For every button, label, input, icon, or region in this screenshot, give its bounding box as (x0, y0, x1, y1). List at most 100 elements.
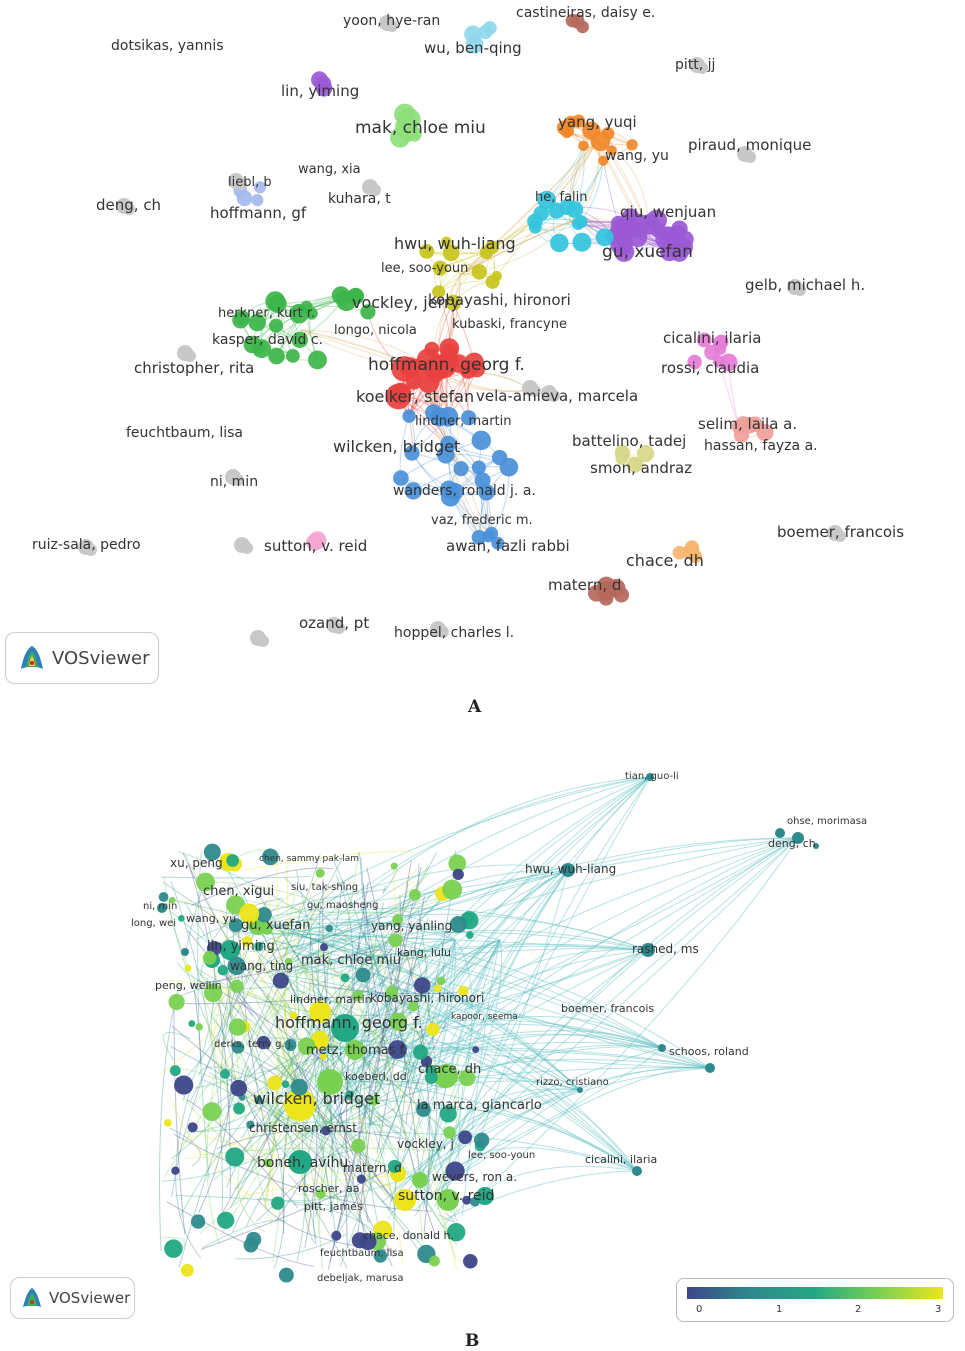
author-node[interactable] (285, 348, 300, 363)
author-label-hwu-wuh-liang[interactable]: hwu, wuh-liang (394, 234, 516, 253)
author-node[interactable] (406, 126, 422, 142)
author-node[interactable] (394, 1189, 416, 1211)
author-node[interactable] (217, 964, 229, 976)
author-node[interactable] (335, 291, 350, 306)
author-node[interactable] (564, 115, 578, 130)
author-label-peng-weilin[interactable]: peng, weilin (155, 979, 222, 992)
author-node[interactable] (168, 993, 185, 1011)
author-node[interactable] (412, 1172, 428, 1188)
author-node[interactable] (474, 1132, 490, 1148)
author-label-tian-guo-li[interactable]: tian, guo-li (625, 771, 679, 782)
author-node[interactable] (438, 406, 459, 427)
author-label-hoffmann-georg-f[interactable]: hoffmann, georg f. (368, 355, 525, 375)
author-node[interactable] (572, 232, 592, 252)
author-node[interactable] (646, 773, 654, 781)
author-node[interactable] (425, 1064, 437, 1076)
author-label-awan-fazli-rabbi[interactable]: awan, fazli rabbi (446, 537, 570, 555)
author-node[interactable] (256, 1035, 271, 1050)
author-node[interactable] (606, 145, 617, 156)
author-node[interactable] (360, 304, 376, 320)
author-label-ni-min[interactable]: ni, min (210, 474, 259, 490)
author-node[interactable] (356, 1174, 366, 1184)
author-label-kubaski-francyne[interactable]: kubaski, francyne (452, 317, 567, 332)
author-node[interactable] (443, 1126, 456, 1139)
author-node[interactable] (461, 410, 477, 426)
author-node[interactable] (613, 587, 630, 603)
author-node[interactable] (217, 1211, 235, 1229)
author-node[interactable] (289, 1011, 298, 1020)
author-node[interactable] (180, 1263, 194, 1277)
author-label-cicalini-ilaria[interactable]: cicalini, ilaria (585, 1153, 658, 1166)
author-label-hassan-fayza-a[interactable]: hassan, fayza a. (704, 438, 818, 454)
author-node[interactable] (746, 416, 763, 433)
author-node[interactable] (636, 444, 655, 463)
author-node[interactable] (226, 854, 239, 867)
author-label-koeberl-dd[interactable]: koeberl, dd (345, 1070, 407, 1083)
author-node[interactable] (392, 914, 404, 926)
author-node[interactable] (402, 409, 416, 423)
author-label-rashed-ms[interactable]: rashed, ms (632, 942, 699, 956)
author-node[interactable] (462, 1195, 472, 1205)
author-node[interactable] (239, 903, 260, 924)
author-node[interactable] (248, 313, 266, 332)
author-node[interactable] (256, 906, 272, 923)
author-node[interactable] (331, 1014, 359, 1042)
author-node[interactable] (458, 1130, 473, 1145)
author-label-wilcken-bridget[interactable]: wilcken, bridget (333, 437, 461, 456)
author-node[interactable] (317, 1069, 343, 1095)
author-node[interactable] (359, 1233, 377, 1251)
author-node[interactable] (242, 936, 253, 947)
author-label-sutton-v-reid[interactable]: sutton, v. reid (264, 537, 368, 555)
author-node[interactable] (284, 1089, 316, 1121)
author-label-yang-yuqi[interactable]: yang, yuqi (558, 113, 637, 131)
author-node[interactable] (449, 915, 467, 933)
author-node[interactable] (408, 888, 421, 901)
author-node[interactable] (284, 1039, 297, 1052)
vosviewer-badge-b[interactable]: VOSviewer (10, 1277, 135, 1319)
author-node[interactable] (272, 972, 289, 989)
author-node[interactable] (442, 879, 463, 900)
author-label-dotsikas-yannis[interactable]: dotsikas, yannis (111, 38, 224, 54)
author-label-chen-xigui[interactable]: chen, xigui (203, 884, 275, 899)
author-node[interactable] (254, 941, 264, 952)
author-node[interactable] (794, 284, 806, 296)
author-node[interactable] (432, 262, 444, 273)
author-label-ni-min[interactable]: ni, min (143, 901, 178, 912)
author-label-xu-peng[interactable]: xu, peng (170, 856, 223, 870)
author-node[interactable] (453, 461, 469, 477)
author-node[interactable] (696, 332, 712, 348)
author-node[interactable] (437, 626, 449, 638)
author-label-gu-maosheng[interactable]: gu, maosheng (307, 900, 379, 911)
author-node[interactable] (650, 222, 666, 238)
author-node[interactable] (775, 828, 785, 838)
author-label-lin-yiming[interactable]: lin, yiming (281, 82, 360, 100)
author-node[interactable] (499, 457, 519, 477)
author-node[interactable] (404, 482, 422, 500)
author-node[interactable] (458, 1069, 476, 1087)
author-node[interactable] (792, 832, 804, 844)
author-node[interactable] (469, 1196, 480, 1207)
author-node[interactable] (268, 347, 285, 365)
author-node[interactable] (463, 1253, 478, 1269)
author-label-kuhara-t[interactable]: kuhara, t (328, 191, 391, 207)
author-label-smon-andraz[interactable]: smon, andraz (590, 459, 693, 477)
author-label-vockley-jerry[interactable]: vockley, jerry (352, 293, 460, 312)
author-node[interactable] (600, 581, 616, 598)
author-node[interactable] (309, 1001, 331, 1023)
author-label-lindner-martin[interactable]: lindner, martin (290, 993, 372, 1006)
author-node[interactable] (227, 956, 246, 976)
author-node[interactable] (235, 178, 247, 190)
author-label-roscher-aa[interactable]: roscher, aa (298, 1182, 360, 1195)
author-node[interactable] (408, 1000, 419, 1012)
author-node[interactable] (528, 220, 542, 234)
author-node[interactable] (230, 979, 244, 993)
author-node[interactable] (261, 848, 279, 866)
author-node[interactable] (423, 356, 448, 381)
author-node[interactable] (834, 530, 846, 542)
author-node[interactable] (196, 872, 215, 892)
author-node[interactable] (300, 300, 313, 313)
author-node[interactable] (368, 1095, 379, 1106)
vosviewer-badge-a[interactable]: VOSviewer (5, 632, 159, 684)
author-label-boemer-francois[interactable]: boemer, francois (561, 1002, 655, 1015)
author-node[interactable] (254, 1096, 263, 1105)
